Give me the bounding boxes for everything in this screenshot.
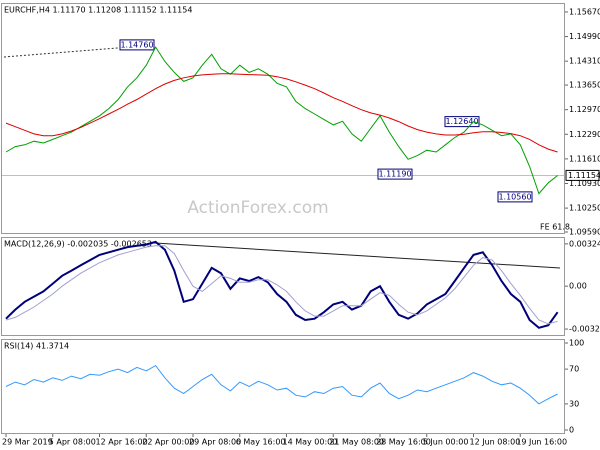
y-tick-label: 0.00 [569, 282, 587, 291]
macd-title: MACD(12,26,9) -0.002035 -0.002653 [4, 240, 152, 249]
y-tick-label: 0.003249 [569, 239, 600, 248]
x-tick-label: 29 Mar 2019 [2, 438, 53, 447]
x-tick-label: 14 May 00:00 [283, 438, 338, 447]
y-tick-label: 70 [569, 365, 579, 374]
y-tick-label: 1.13650 [569, 81, 600, 90]
series-line [5, 364, 558, 405]
y-tick-label: 1.10930 [569, 179, 600, 188]
macd-trend-line [154, 242, 561, 269]
x-tick-label: 21 May 08:00 [329, 438, 384, 447]
x-tick-label: 28 May 16:00 [376, 438, 431, 447]
y-tick-label: 1.11610 [569, 154, 600, 163]
level-box [444, 116, 480, 128]
series-line [5, 73, 558, 153]
series-line [5, 245, 558, 325]
watermark: ActionForex.com [187, 198, 328, 218]
x-tick-label: 12 Apr 16:00 [96, 438, 148, 447]
y-tick-label: 100 [569, 339, 584, 348]
current-price-label: 1.11154 [568, 171, 600, 180]
x-tick-label: 19 Jun 16:00 [516, 438, 567, 447]
x-tick-label: 12 Jun 08:00 [470, 438, 521, 447]
y-tick-label: 1.14990 [569, 32, 600, 41]
level-label: 1.10560 [498, 192, 531, 201]
trend-line [3, 44, 156, 58]
y-tick-label: -0.003293 [569, 325, 600, 334]
x-tick-label: 6 May 16:00 [236, 438, 286, 447]
x-tick-label: 5 Jun 00:00 [423, 438, 469, 447]
macd-panel [1, 237, 565, 336]
level-label: 1.12640 [445, 117, 478, 126]
y-tick-label: 30 [569, 399, 579, 408]
rsi-title: RSI(14) 41.3714 [4, 342, 69, 351]
x-tick-label: 5 Apr 08:00 [49, 438, 96, 447]
y-tick-label: 1.12290 [569, 130, 600, 139]
level-label: 1.11190 [378, 170, 411, 179]
level-box [119, 39, 155, 51]
level-box [377, 168, 413, 180]
x-tick-label: 29 Apr 08:00 [189, 438, 241, 447]
y-tick-label: 1.09590 [569, 228, 600, 237]
y-tick-label: 1.14310 [569, 57, 600, 66]
y-tick-label: 1.12970 [569, 105, 600, 114]
current-price-box [565, 169, 600, 181]
y-tick-label: 0 [569, 426, 574, 435]
series-line [5, 46, 558, 195]
y-tick-label: 1.15670 [569, 7, 600, 16]
level-box [497, 191, 533, 203]
x-tick-label: 22 Apr 00:00 [142, 438, 194, 447]
fe-note: FE 61.8 [540, 223, 570, 232]
series-line [5, 240, 559, 329]
price-title: EURCHF,H4 1.11170 1.11208 1.11152 1.1115… [4, 6, 192, 15]
y-tick-label: 1.10250 [569, 204, 600, 213]
rsi-panel [1, 339, 565, 434]
level-label: 1.14760 [120, 40, 153, 49]
